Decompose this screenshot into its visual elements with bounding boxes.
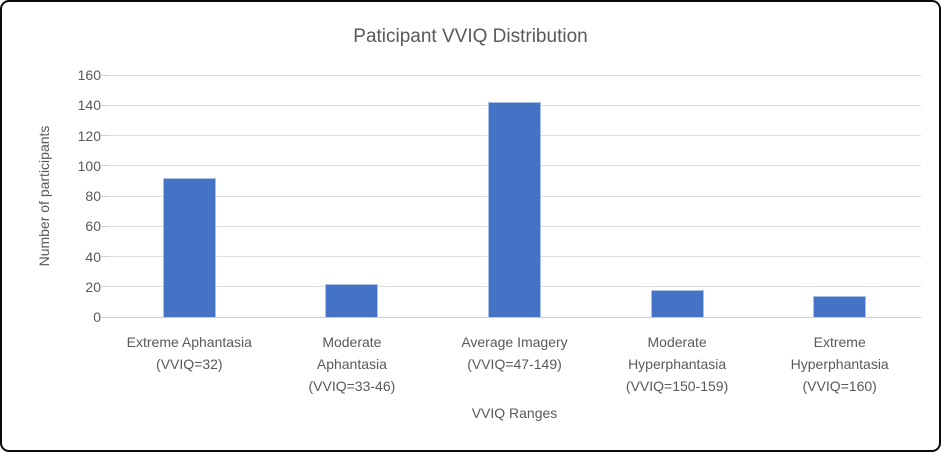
gridline [108,316,921,318]
y-axis-tick-label: 60 [85,218,101,235]
x-category-label-line: Aphantasia [316,356,387,372]
x-category-label-line: Extreme [813,334,866,350]
x-category-label: Average Imagery (VVIQ=47-149) [435,331,595,375]
x-category-label: Moderate Hyperphantasia (VVIQ=150-159) [597,331,757,397]
y-axis-tick-label: 100 [77,157,101,174]
y-axis-tickmark [100,135,108,136]
y-axis-tickmark [100,165,108,167]
y-axis-tick-label: 140 [77,97,101,114]
x-category-label-line: (VVIQ=32) [156,356,223,372]
x-category-label-line: (VVIQ=150-159) [625,378,729,394]
y-axis-tickmark [100,225,108,227]
y-axis-tick-label: 20 [85,278,101,295]
x-category-label-line: (VVIQ=160) [802,378,877,394]
x-category-label-line: (VVIQ=33-46) [308,378,396,394]
y-axis-tickmark [100,316,108,318]
y-axis-tick-label: 40 [85,248,101,265]
y-axis-tick-label: 160 [77,67,101,83]
chart-title: Paticipant VVIQ Distribution [353,26,588,47]
y-axis-tickmark [100,286,108,288]
x-axis-title: VVIQ Ranges [471,405,558,421]
y-axis-tick-label: 80 [85,188,101,204]
x-category-label-line: Moderate [322,334,382,350]
x-category-label-line: Average Imagery [461,334,568,350]
x-category-label: Moderate Aphantasia (VVIQ=33-46) [272,331,432,397]
y-axis-tick-label: 0 [93,309,101,325]
y-axis-tickmark [100,104,108,106]
bar-1 [162,177,216,317]
plot-area [100,74,921,318]
y-axis-tickmark [100,74,108,76]
x-category-label-line: Hyperphantasia [790,356,889,372]
x-category-label: Extreme Hyperphantasia (VVIQ=160) [760,331,920,397]
x-category-label-line: Extreme Aphantasia [126,334,252,350]
bar-5 [813,295,867,317]
x-category-label-line: Moderate [647,334,707,350]
x-category-label-line: Hyperphantasia [628,356,727,372]
bar-2 [325,283,379,317]
x-category-label: Extreme Aphantasia (VVIQ=32) [109,331,269,375]
x-category-label-line: (VVIQ=47-149) [467,356,562,372]
y-axis-tickmark [100,195,108,197]
y-axis-tickmark [100,256,108,257]
y-axis-tick-label: 120 [77,127,101,144]
bar-3 [488,102,541,317]
gridline [108,74,921,76]
bar-4 [650,289,704,317]
